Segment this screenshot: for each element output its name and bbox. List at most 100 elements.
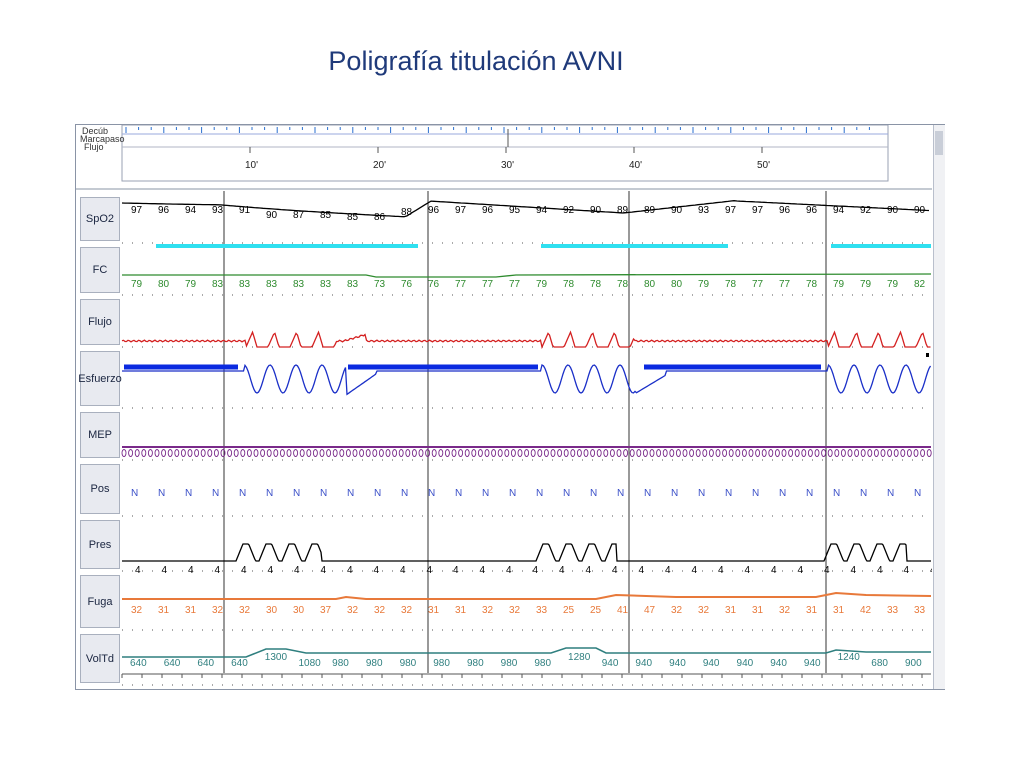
mep-marker	[821, 449, 827, 457]
mep-marker	[873, 449, 879, 457]
polygraphy-viewer: Decúb Marcapaso Flujo 10' 20' 30' 40' 50' 97 96 94…	[75, 124, 945, 690]
channel-value: 4	[665, 565, 671, 576]
channel-value: 90	[671, 205, 683, 216]
channel-label-voltd[interactable]: VolTd	[80, 634, 120, 683]
mep-marker	[880, 449, 886, 457]
channel-value: N	[860, 488, 867, 499]
channel-value: 4	[506, 565, 512, 576]
channel-value: 89	[617, 205, 629, 216]
channel-value: 77	[779, 279, 791, 290]
channel-value: 32	[212, 605, 224, 616]
channel-value: 94	[536, 205, 548, 216]
mep-marker	[187, 449, 193, 457]
mep-marker	[306, 449, 312, 457]
channel-value: 640	[130, 658, 147, 669]
channel-value: 79	[185, 279, 197, 290]
pres-trace	[122, 543, 931, 562]
mep-marker	[576, 449, 582, 457]
channel-value: 4	[718, 565, 724, 576]
channel-value: 79	[131, 279, 143, 290]
mep-marker	[735, 449, 741, 457]
channel-value: 30	[293, 605, 305, 616]
mep-marker	[378, 449, 384, 457]
mep-marker	[154, 449, 160, 457]
mep-marker	[847, 449, 853, 457]
channel-label-esfuerzo[interactable]: Esfuerzo	[78, 351, 122, 406]
mep-marker	[840, 449, 846, 457]
overview-tick-label: 30'	[501, 160, 514, 171]
channel-value: 91	[239, 205, 251, 216]
mep-marker	[510, 449, 516, 457]
channel-label-fc[interactable]: FC	[80, 247, 120, 293]
mep-marker	[352, 449, 358, 457]
overview-label: Decúb	[82, 126, 108, 136]
mep-marker	[708, 449, 714, 457]
channel-value: 92	[860, 205, 872, 216]
mep-marker	[365, 449, 371, 457]
channel-value: 4	[480, 565, 486, 576]
mep-marker	[768, 449, 774, 457]
mep-marker	[642, 449, 648, 457]
channel-label-flujo[interactable]: Flujo	[80, 299, 120, 345]
channel-value: 83	[239, 279, 251, 290]
mep-marker	[293, 449, 299, 457]
channel-value: 4	[798, 565, 804, 576]
mep-marker	[121, 449, 127, 457]
channel-value: N	[266, 488, 273, 499]
channel-value: 4	[453, 565, 459, 576]
mep-marker	[774, 449, 780, 457]
mep-marker	[484, 449, 490, 457]
channel-value: 640	[231, 658, 248, 669]
channel-value: 940	[770, 658, 787, 669]
channel-value: 1300	[265, 652, 288, 663]
channel-value: N	[617, 488, 624, 499]
channel-value: 32	[374, 605, 386, 616]
channel-value: N	[320, 488, 327, 499]
scroll-thumb[interactable]	[935, 131, 943, 155]
channel-value: 96	[158, 205, 170, 216]
mep-marker	[860, 449, 866, 457]
channel-value: 32	[698, 605, 710, 616]
channel-label-fuga[interactable]: Fuga	[80, 575, 120, 628]
mep-marker	[801, 449, 807, 457]
mep-marker	[359, 449, 365, 457]
channel-label-spo2[interactable]: SpO2	[80, 197, 120, 241]
channel-value: 31	[455, 605, 467, 616]
channel-value: 33	[914, 605, 926, 616]
channel-value: N	[401, 488, 408, 499]
channel-value: 79	[860, 279, 872, 290]
channel-value: 90	[590, 205, 602, 216]
channel-value: 79	[833, 279, 845, 290]
mep-marker	[411, 449, 417, 457]
channel-value: 95	[509, 205, 521, 216]
channel-value: 77	[482, 279, 494, 290]
mep-marker	[345, 449, 351, 457]
mep-marker	[748, 449, 754, 457]
channel-value: 86	[374, 212, 386, 223]
channel-value: 32	[482, 605, 494, 616]
mep-marker	[570, 449, 576, 457]
channel-value: N	[725, 488, 732, 499]
channel-value: 32	[347, 605, 359, 616]
channel-value: 4	[533, 565, 539, 576]
channel-value: 4	[241, 565, 247, 576]
channel-label-pres[interactable]: Pres	[80, 520, 120, 569]
channel-label-mep[interactable]: MEP	[80, 412, 120, 458]
mep-marker	[286, 449, 292, 457]
channel-value: N	[590, 488, 597, 499]
mep-marker	[530, 449, 536, 457]
channel-label-pos[interactable]: Pos	[80, 464, 120, 514]
mep-marker	[920, 449, 926, 457]
channel-value: 940	[703, 658, 720, 669]
mep-marker	[128, 449, 134, 457]
vertical-scrollbar[interactable]	[933, 125, 945, 689]
channel-value: 1080	[298, 658, 321, 669]
mep-marker	[332, 449, 338, 457]
channel-value: N	[455, 488, 462, 499]
mep-marker	[326, 449, 332, 457]
mep-marker	[398, 449, 404, 457]
mep-marker	[471, 449, 477, 457]
channel-value: N	[482, 488, 489, 499]
channel-value: 77	[752, 279, 764, 290]
